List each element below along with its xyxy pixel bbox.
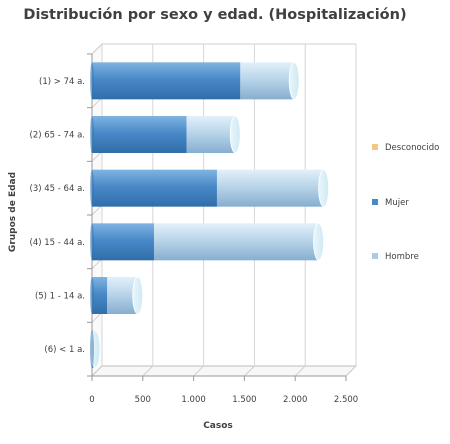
bar-start-edge (90, 330, 94, 368)
y-axis-title: Grupos de Edad (8, 172, 18, 252)
bar-segment-mujer[interactable] (92, 169, 217, 207)
bar-segment-mujer[interactable] (92, 62, 241, 100)
x-tick-label: 1.500 (232, 395, 256, 405)
bars (89, 61, 330, 369)
chart-title: Distribución por sexo y edad. (Hospitali… (23, 7, 406, 23)
legend-swatch-hombre (372, 253, 378, 259)
legend-label-desconocido[interactable]: Desconocido (385, 143, 439, 153)
legend-label-hombre[interactable]: Hombre (385, 252, 419, 262)
y-tick-label: (2) 65 - 74 a. (30, 131, 85, 141)
bar-start-edge (90, 169, 94, 207)
bar-start-edge (90, 277, 94, 314)
legend-swatch-mujer (372, 199, 378, 205)
x-tick-label: 1.000 (181, 395, 205, 405)
bar-end-cap (229, 115, 241, 154)
legend-swatch-desconocido (372, 144, 378, 150)
legend-label-mujer[interactable]: Mujer (385, 198, 409, 208)
bar-segment-mujer[interactable] (92, 277, 108, 314)
bar-start-edge (90, 116, 94, 153)
x-tick-label: 2.000 (283, 395, 307, 405)
bar-end-cap (313, 222, 324, 261)
y-tick-label: (5) 1 - 14 a. (35, 292, 85, 302)
x-tick-label: 500 (135, 395, 151, 405)
bar-end-cap (132, 276, 144, 315)
y-tick-label: (6) < 1 a. (44, 345, 85, 355)
x-axis-title: Casos (203, 421, 233, 431)
bar-start-edge (90, 62, 94, 100)
bar-segment-hombre[interactable] (186, 116, 236, 153)
x-tick-label: 2.500 (334, 395, 358, 405)
x-axis-tick-labels: 0 500 1.000 1.500 2.000 2.500 (89, 395, 358, 405)
y-tick-label: (4) 15 - 44 a. (30, 238, 85, 248)
legend: Desconocido Mujer Hombre (372, 143, 439, 262)
bar-segment-mujer[interactable] (92, 223, 154, 261)
bar-segment-hombre[interactable] (216, 169, 324, 207)
bar-segment-mujer[interactable] (92, 116, 187, 153)
bar-segment-hombre[interactable] (240, 62, 295, 100)
x-tick-label: 0 (89, 395, 94, 405)
bar-end-cap (318, 169, 330, 208)
y-tick-label: (3) 45 - 64 a. (30, 184, 85, 194)
bar-end-cap (288, 61, 300, 100)
y-tick-label: (1) > 74 a. (39, 77, 85, 87)
bar-start-edge (90, 223, 94, 261)
y-axis-tick-labels: (1) > 74 a. (2) 65 - 74 a. (3) 45 - 64 a. (… (30, 77, 85, 355)
bar-segment-hombre[interactable] (153, 223, 319, 261)
